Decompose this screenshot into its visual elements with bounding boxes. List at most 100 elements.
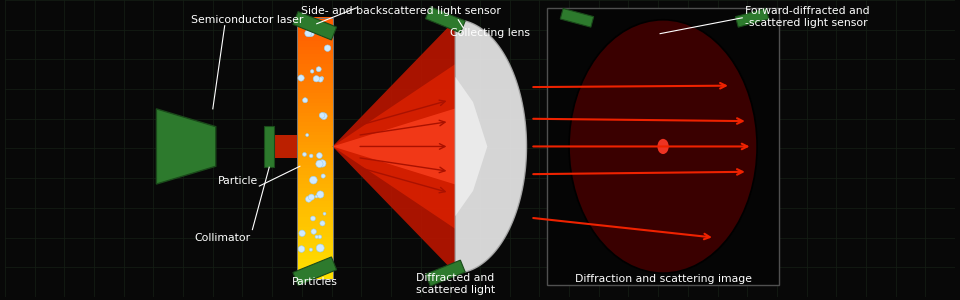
Polygon shape: [275, 135, 297, 158]
Circle shape: [320, 221, 325, 226]
Bar: [297, 86, 332, 90]
Circle shape: [313, 76, 320, 82]
Bar: [297, 239, 332, 243]
Bar: [297, 177, 332, 181]
Circle shape: [307, 29, 315, 37]
Bar: [297, 174, 332, 178]
Polygon shape: [156, 109, 216, 184]
Bar: [297, 132, 332, 135]
Bar: [297, 50, 332, 54]
Text: Particles: Particles: [292, 277, 338, 287]
Polygon shape: [455, 20, 526, 273]
Bar: [297, 275, 332, 279]
Ellipse shape: [591, 50, 734, 243]
Bar: [297, 34, 332, 38]
Bar: [297, 18, 332, 279]
Circle shape: [311, 229, 317, 234]
Ellipse shape: [635, 109, 691, 184]
Text: Forward-diffracted and
-scattered light sensor: Forward-diffracted and -scattered light …: [745, 6, 870, 28]
Circle shape: [309, 248, 313, 251]
Bar: [297, 37, 332, 41]
Circle shape: [321, 113, 327, 119]
Bar: [297, 197, 332, 201]
Polygon shape: [425, 7, 466, 33]
Bar: [297, 70, 332, 73]
Ellipse shape: [626, 96, 701, 197]
Bar: [297, 66, 332, 70]
Bar: [297, 27, 332, 31]
Circle shape: [315, 195, 318, 198]
Circle shape: [321, 76, 324, 80]
Ellipse shape: [603, 65, 723, 227]
Text: Collecting lens: Collecting lens: [450, 28, 530, 38]
Bar: [297, 44, 332, 47]
Text: Collimator: Collimator: [195, 232, 251, 243]
Bar: [297, 99, 332, 103]
Bar: [297, 24, 332, 28]
Bar: [297, 122, 332, 126]
Bar: [297, 96, 332, 100]
Bar: [297, 262, 332, 266]
Polygon shape: [293, 257, 337, 285]
Bar: [297, 167, 332, 171]
Circle shape: [317, 153, 323, 158]
Bar: [297, 56, 332, 60]
Bar: [297, 210, 332, 214]
Circle shape: [324, 45, 331, 51]
Bar: [297, 40, 332, 44]
Bar: [297, 145, 332, 148]
Bar: [297, 171, 332, 175]
Circle shape: [315, 235, 319, 239]
Bar: [297, 60, 332, 64]
Bar: [297, 47, 332, 50]
Circle shape: [305, 134, 309, 136]
Bar: [297, 82, 332, 86]
Bar: [297, 53, 332, 57]
Circle shape: [316, 67, 322, 72]
Circle shape: [316, 160, 323, 167]
Text: Particle: Particle: [218, 176, 258, 186]
Bar: [297, 106, 332, 109]
Polygon shape: [332, 20, 455, 273]
Polygon shape: [332, 64, 455, 229]
Bar: [297, 269, 332, 272]
Bar: [297, 203, 332, 207]
Circle shape: [302, 98, 307, 103]
Bar: [297, 236, 332, 240]
Bar: [297, 187, 332, 191]
Ellipse shape: [569, 20, 757, 273]
Bar: [297, 190, 332, 194]
Bar: [297, 213, 332, 217]
Bar: [297, 200, 332, 204]
Circle shape: [308, 194, 315, 200]
Bar: [297, 138, 332, 142]
Bar: [297, 164, 332, 168]
Circle shape: [321, 174, 325, 178]
Bar: [297, 252, 332, 256]
Bar: [297, 233, 332, 237]
Polygon shape: [735, 8, 769, 27]
Bar: [297, 184, 332, 188]
Circle shape: [309, 154, 313, 158]
Bar: [297, 217, 332, 220]
Bar: [547, 8, 779, 285]
Ellipse shape: [658, 139, 669, 154]
Polygon shape: [455, 77, 488, 216]
Bar: [297, 115, 332, 119]
Polygon shape: [293, 11, 337, 40]
Circle shape: [319, 160, 326, 167]
Bar: [297, 109, 332, 112]
Circle shape: [318, 235, 322, 239]
Bar: [297, 73, 332, 76]
Circle shape: [318, 77, 323, 82]
Circle shape: [320, 112, 324, 118]
Bar: [297, 21, 332, 24]
Bar: [297, 151, 332, 155]
Polygon shape: [425, 260, 466, 286]
Bar: [297, 63, 332, 67]
Circle shape: [299, 246, 304, 252]
Circle shape: [316, 244, 324, 252]
Bar: [297, 76, 332, 80]
Bar: [297, 266, 332, 269]
Bar: [297, 148, 332, 152]
